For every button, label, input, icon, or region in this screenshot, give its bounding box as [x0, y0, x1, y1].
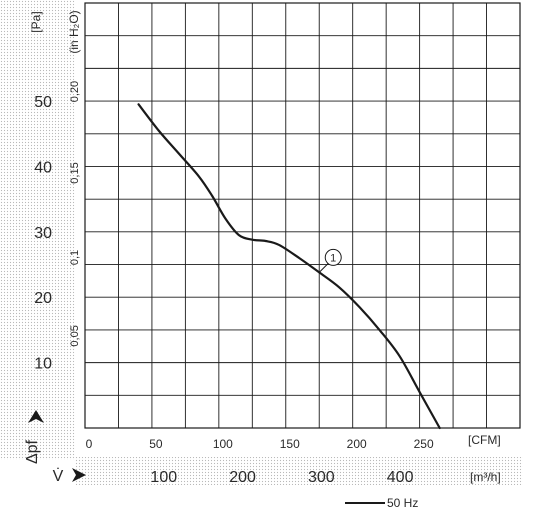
inh2o-tick-label: 0,1: [69, 250, 81, 265]
x-axis-band: [75, 457, 523, 485]
flow-arrow-icon: [72, 468, 86, 482]
cfm-unit-label: [CFM]: [468, 433, 501, 447]
flow-symbol: V̇: [53, 467, 64, 485]
m3h-tick-label: 400: [387, 469, 414, 486]
curve-marker-circle: [324, 248, 342, 266]
cfm-tick-label: 50: [149, 437, 163, 451]
cfm-tick-labels: 0 50 100 150 200 250: [86, 437, 434, 451]
pa-tick-label: 50: [34, 94, 52, 111]
inh2o-tick-label: 0,20: [69, 81, 81, 102]
grid-lines: [85, 3, 520, 428]
cfm-tick-label: 100: [213, 437, 233, 451]
m3h-tick-label: 100: [150, 469, 177, 486]
pa-tick-labels: 50 40 30 20 10: [34, 94, 52, 373]
pa-unit-label: [Pa]: [29, 11, 43, 32]
y-axis-band: [0, 0, 75, 460]
inh2o-unit-label: (in H₂O): [67, 10, 81, 53]
m3h-tick-labels: 100 200 300 400: [150, 469, 413, 486]
pressure-arrow-icon: [28, 410, 44, 423]
pressure-symbol: Δpf: [24, 439, 41, 464]
m3h-unit-label: [m³/h]: [470, 470, 501, 484]
plot-area: [84, 2, 521, 429]
legend-label: 50 Hz: [387, 496, 418, 510]
cfm-tick-label: 250: [414, 437, 434, 451]
curve-marker-leader: [318, 263, 329, 273]
cfm-tick-label: 200: [347, 437, 367, 451]
pa-tick-label: 30: [34, 225, 52, 242]
curve-marker-label: 1: [330, 252, 336, 264]
m3h-tick-label: 200: [229, 469, 256, 486]
cfm-tick-label: 0: [86, 437, 93, 451]
series-line-50hz: [137, 103, 441, 430]
inh2o-tick-label: 0,05: [69, 325, 81, 346]
pa-tick-label: 40: [34, 159, 52, 176]
pa-tick-label: 20: [34, 290, 52, 307]
pa-tick-label: 10: [34, 356, 52, 373]
inh2o-tick-label: 0,15: [69, 162, 81, 183]
inh2o-tick-labels: 0,20 0,15 0,1 0,05: [69, 81, 81, 347]
cfm-tick-label: 150: [280, 437, 300, 451]
m3h-tick-label: 300: [308, 469, 335, 486]
